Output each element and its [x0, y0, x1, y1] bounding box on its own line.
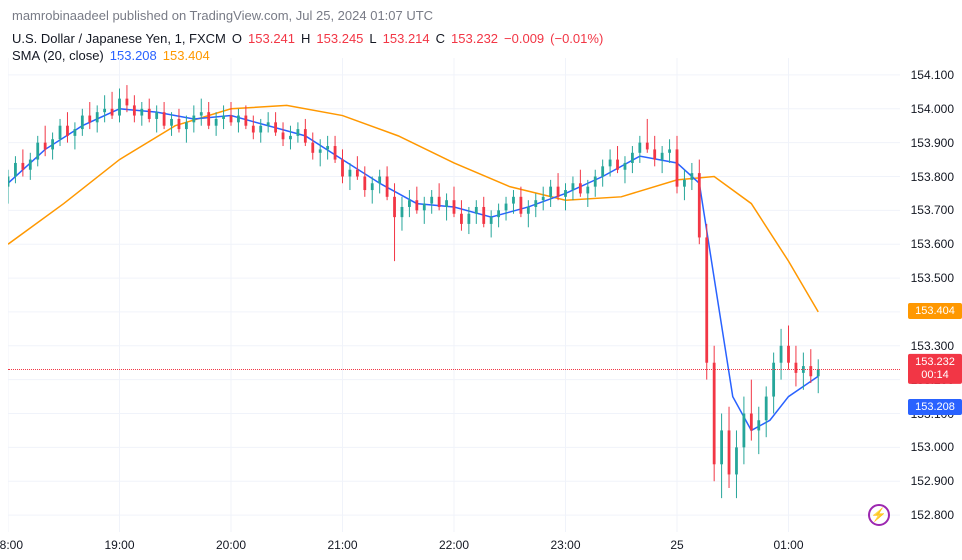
x-tick: 25: [670, 538, 683, 552]
chart-area[interactable]: [8, 58, 900, 532]
price-tag: 153.404: [908, 303, 962, 319]
o-label: O: [232, 31, 242, 46]
l-val: 153.214: [383, 31, 430, 46]
price-tag: 153.208: [908, 399, 962, 415]
symbol-row: U.S. Dollar / Japanese Yen, 1, FXCM O 153…: [0, 31, 962, 48]
y-tick: 153.300: [911, 339, 954, 353]
last-price-line: [8, 369, 900, 370]
change-val: −0.009: [504, 31, 544, 46]
y-tick: 152.900: [911, 474, 954, 488]
x-tick: 22:00: [439, 538, 469, 552]
x-tick: 20:00: [216, 538, 246, 552]
x-tick: 19:00: [104, 538, 134, 552]
y-tick: 153.000: [911, 440, 954, 454]
x-tick: 18:00: [0, 538, 23, 552]
symbol-name[interactable]: U.S. Dollar / Japanese Yen, 1, FXCM: [12, 31, 226, 46]
y-tick: 153.900: [911, 136, 954, 150]
y-tick: 153.700: [911, 203, 954, 217]
y-tick: 153.500: [911, 271, 954, 285]
y-tick: 153.800: [911, 170, 954, 184]
c-val: 153.232: [451, 31, 498, 46]
x-tick: 23:00: [550, 538, 580, 552]
l-label: L: [369, 31, 376, 46]
y-tick: 152.800: [911, 508, 954, 522]
change-pct: (−0.01%): [550, 31, 603, 46]
y-axis[interactable]: 152.800152.900153.000153.100153.200153.3…: [900, 58, 962, 532]
h-val: 153.245: [316, 31, 363, 46]
price-tag: 153.23200:14: [908, 354, 962, 384]
x-tick: 01:00: [773, 538, 803, 552]
chart-svg: [8, 58, 900, 532]
x-tick: 21:00: [327, 538, 357, 552]
y-tick: 154.100: [911, 68, 954, 82]
x-axis[interactable]: 18:0019:0020:0021:0022:0023:002501:00: [8, 532, 900, 560]
publish-header: mamrobinaadeel published on TradingView.…: [0, 0, 962, 31]
flash-icon[interactable]: ⚡: [868, 504, 890, 526]
c-label: C: [436, 31, 445, 46]
y-tick: 154.000: [911, 102, 954, 116]
h-label: H: [301, 31, 310, 46]
o-val: 153.241: [248, 31, 295, 46]
y-tick: 153.600: [911, 237, 954, 251]
